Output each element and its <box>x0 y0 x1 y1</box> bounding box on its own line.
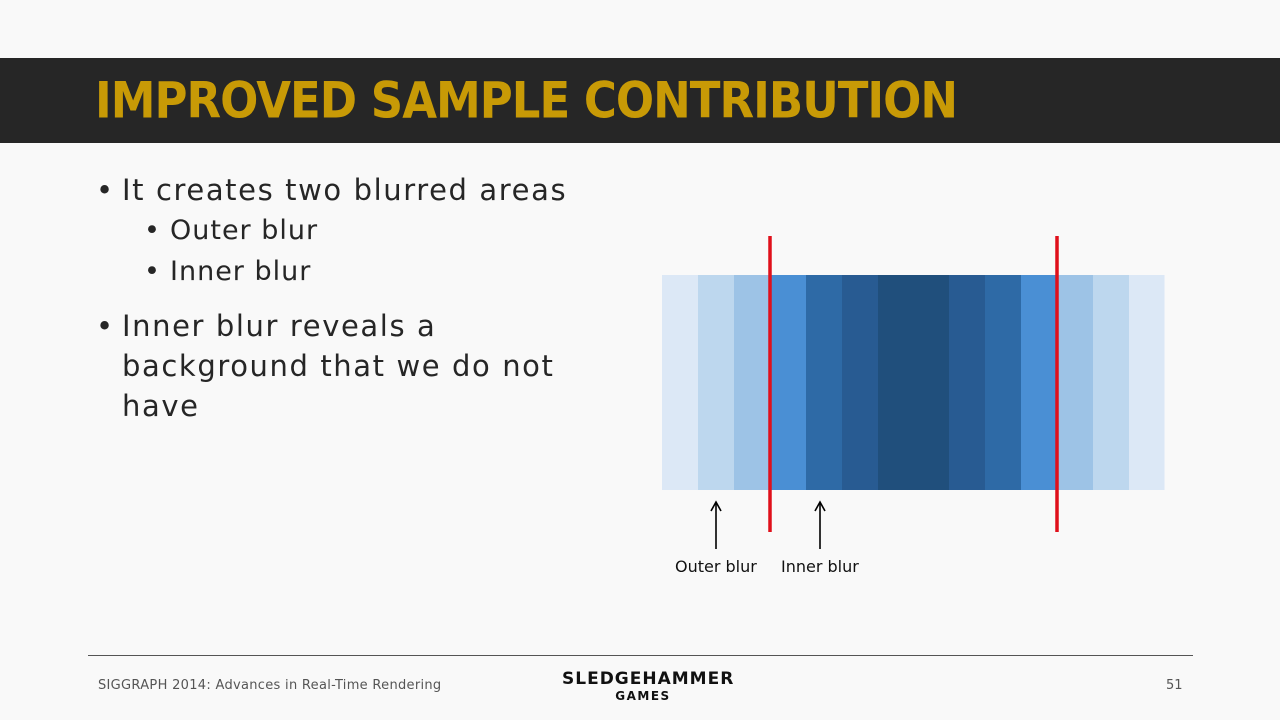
footer-divider <box>88 655 1193 656</box>
blur-band <box>734 275 771 490</box>
sub-bullet-text: Inner blur <box>170 256 312 287</box>
bullet-item: • It creates two blurred areas <box>96 170 616 210</box>
bullet-item: • Inner blur reveals a background that w… <box>96 306 616 426</box>
blur-band <box>662 275 699 490</box>
bullet-list: • It creates two blurred areas • Outer b… <box>96 170 616 426</box>
inner-blur-arrow-head <box>814 500 826 512</box>
bullet-dot: • <box>144 256 161 287</box>
logo-line2: GAMES <box>615 689 671 703</box>
blur-band <box>949 275 986 490</box>
blur-band <box>698 275 735 490</box>
sub-bullet-item: • Inner blur <box>96 251 616 292</box>
blur-band <box>770 275 807 490</box>
logo-line1: SLEDGEHAMMER <box>562 669 735 689</box>
bullet-dot: • <box>144 215 161 246</box>
page-number: 51 <box>1166 678 1183 693</box>
blur-bands <box>662 275 1165 490</box>
title-bar: IMPROVED SAMPLE CONTRIBUTION <box>0 58 1280 143</box>
blur-band <box>1057 275 1094 490</box>
outer-blur-label: Outer blur <box>675 557 757 576</box>
blur-band <box>1129 275 1165 490</box>
bullet-text-line: background that we do not <box>122 349 555 383</box>
blur-band <box>1021 275 1058 490</box>
blur-band <box>985 275 1022 490</box>
blur-band <box>878 275 950 490</box>
bullet-dot: • <box>96 173 115 207</box>
bullet-text-line: have <box>122 389 200 423</box>
blur-band <box>806 275 843 490</box>
bullet-text: It creates two blurred areas <box>122 173 568 207</box>
sledgehammer-logo: SLEDGEHAMMER GAMES <box>562 669 735 704</box>
blur-band <box>1093 275 1130 490</box>
sub-bullet-item: • Outer blur <box>96 210 616 251</box>
bullet-text-line: Inner blur reveals a <box>122 309 437 343</box>
slide-title: IMPROVED SAMPLE CONTRIBUTION <box>95 71 958 130</box>
footer-conference: SIGGRAPH 2014: Advances in Real-Time Ren… <box>98 678 442 693</box>
inner-blur-label: Inner blur <box>781 557 859 576</box>
outer-blur-arrow-head <box>710 500 722 512</box>
bullet-dot: • <box>96 309 115 343</box>
blur-band <box>842 275 879 490</box>
sub-bullet-text: Outer blur <box>170 215 319 246</box>
